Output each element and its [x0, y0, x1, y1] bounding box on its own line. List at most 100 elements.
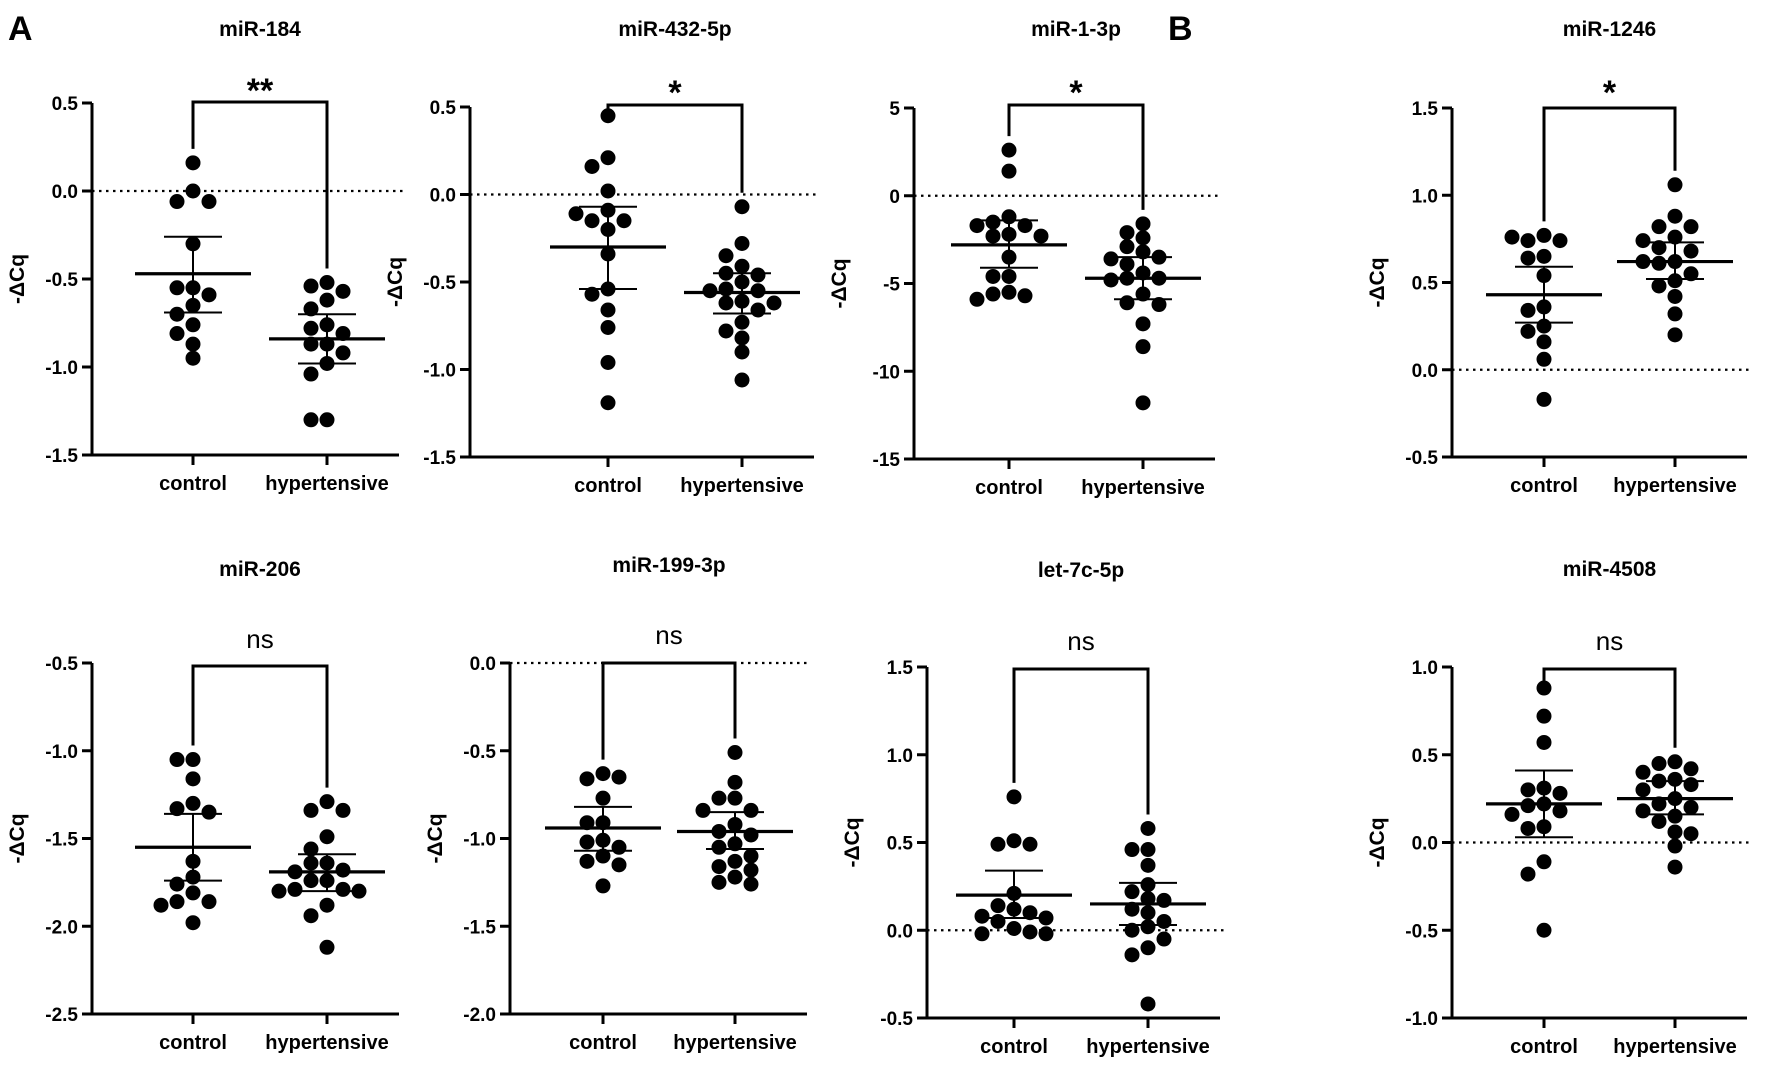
- data-point-hypertensive: [1124, 947, 1140, 963]
- data-point-hypertensive: [766, 295, 782, 311]
- data-point-hypertensive: [271, 883, 287, 899]
- data-point-hypertensive: [335, 802, 351, 818]
- data-point-control: [1006, 920, 1022, 936]
- data-point-control: [201, 894, 217, 910]
- y-tick-label: 1.0: [887, 746, 913, 767]
- y-tick-label: -0.5: [1405, 921, 1438, 942]
- data-point-hypertensive: [727, 774, 743, 790]
- y-tick-label: -2.5: [45, 1005, 78, 1026]
- y-tick-label: 0.5: [52, 94, 79, 115]
- data-point-hypertensive: [1683, 761, 1699, 777]
- data-point-hypertensive: [303, 320, 319, 336]
- x-tick-label-control: control: [159, 1032, 227, 1054]
- x-tick-label-hypertensive: hypertensive: [1086, 1036, 1209, 1058]
- y-tick-label: -0.5: [1405, 448, 1438, 469]
- data-point-hypertensive: [1124, 884, 1140, 900]
- x-tick-label-hypertensive: hypertensive: [680, 475, 803, 497]
- data-point-hypertensive: [1667, 177, 1683, 193]
- data-point-hypertensive: [1103, 272, 1119, 288]
- data-point-control: [1022, 905, 1038, 921]
- data-point-control: [1536, 351, 1552, 367]
- significance-label: *: [1069, 74, 1083, 112]
- x-tick-label-control: control: [1510, 475, 1578, 497]
- data-point-hypertensive: [319, 939, 335, 955]
- data-point-control: [185, 885, 201, 901]
- data-point-control: [1520, 798, 1536, 814]
- data-point-hypertensive: [750, 267, 766, 283]
- data-point-control: [1536, 922, 1552, 938]
- data-point-control: [1001, 163, 1017, 179]
- data-point-hypertensive: [1135, 230, 1151, 246]
- data-point-hypertensive: [1651, 278, 1667, 294]
- data-point-hypertensive: [319, 829, 335, 845]
- data-point-hypertensive: [319, 897, 335, 913]
- data-point-hypertensive: [1667, 229, 1683, 245]
- data-point-hypertensive: [1635, 233, 1651, 249]
- data-point-hypertensive: [1140, 842, 1156, 858]
- data-point-hypertensive: [303, 278, 319, 294]
- data-point-control: [1022, 924, 1038, 940]
- data-point-control: [1520, 820, 1536, 836]
- y-tick-label: 0.0: [887, 921, 913, 942]
- y-tick-label: 0.0: [52, 182, 78, 203]
- x-tick-label-control: control: [980, 1036, 1048, 1058]
- data-point-hypertensive: [1667, 824, 1683, 840]
- data-point-control: [611, 839, 627, 855]
- y-tick-label: -0.5: [45, 654, 78, 675]
- x-tick-label-hypertensive: hypertensive: [673, 1032, 796, 1054]
- significance-label: *: [1603, 74, 1617, 112]
- data-point-hypertensive: [743, 802, 759, 818]
- chart-title: miR-4508: [1563, 558, 1657, 581]
- data-point-hypertensive: [711, 839, 727, 855]
- data-point-hypertensive: [1103, 251, 1119, 267]
- data-point-control: [985, 268, 1001, 284]
- data-point-hypertensive: [1635, 803, 1651, 819]
- data-point-hypertensive: [1151, 297, 1167, 313]
- data-point-control: [1536, 227, 1552, 243]
- x-tick-label-hypertensive: hypertensive: [265, 1032, 388, 1054]
- chart-title: miR-184: [219, 18, 301, 41]
- data-point-hypertensive: [727, 790, 743, 806]
- data-point-hypertensive: [711, 874, 727, 890]
- data-point-hypertensive: [1124, 842, 1140, 858]
- data-point-hypertensive: [1683, 266, 1699, 282]
- y-tick-label: -1.0: [463, 830, 496, 851]
- data-point-hypertensive: [335, 283, 351, 299]
- data-point-control: [974, 926, 990, 942]
- data-point-control: [1536, 334, 1552, 350]
- significance-bracket: [1012, 667, 1150, 815]
- data-point-hypertensive: [1667, 208, 1683, 224]
- data-point-control: [169, 194, 185, 210]
- data-point-control: [611, 769, 627, 785]
- data-point-control: [169, 280, 185, 296]
- significance-bracket: [1542, 106, 1677, 222]
- data-point-control: [169, 876, 185, 892]
- data-point-hypertensive: [303, 873, 319, 889]
- y-tick-label: 5: [889, 99, 900, 120]
- data-point-control: [584, 159, 600, 174]
- data-point-hypertensive: [335, 881, 351, 897]
- data-point-control: [584, 213, 600, 229]
- chart-title: miR-432-5p: [618, 18, 731, 41]
- data-point-hypertensive: [335, 345, 351, 361]
- data-point-control: [1520, 323, 1536, 339]
- significance-bracket: [1007, 103, 1145, 210]
- data-point-hypertensive: [734, 372, 750, 388]
- chart-title: miR-206: [219, 558, 301, 581]
- data-point-control: [974, 908, 990, 924]
- x-tick-label-control: control: [569, 1032, 637, 1054]
- y-axis-label: -ΔCq: [424, 813, 447, 863]
- data-point-hypertensive: [1667, 288, 1683, 304]
- y-axis-label: -ΔCq: [1366, 817, 1389, 867]
- data-point-control: [611, 857, 627, 873]
- y-axis-label: -ΔCq: [384, 257, 407, 307]
- data-point-control: [1520, 866, 1536, 882]
- data-point-control: [1536, 708, 1552, 724]
- y-axis-label: -ΔCq: [828, 258, 851, 308]
- significance-label: ns: [1596, 626, 1623, 656]
- data-point-hypertensive: [287, 881, 303, 897]
- data-point-control: [1520, 233, 1536, 249]
- data-point-hypertensive: [1667, 306, 1683, 322]
- data-point-hypertensive: [1683, 826, 1699, 842]
- data-point-hypertensive: [743, 827, 759, 843]
